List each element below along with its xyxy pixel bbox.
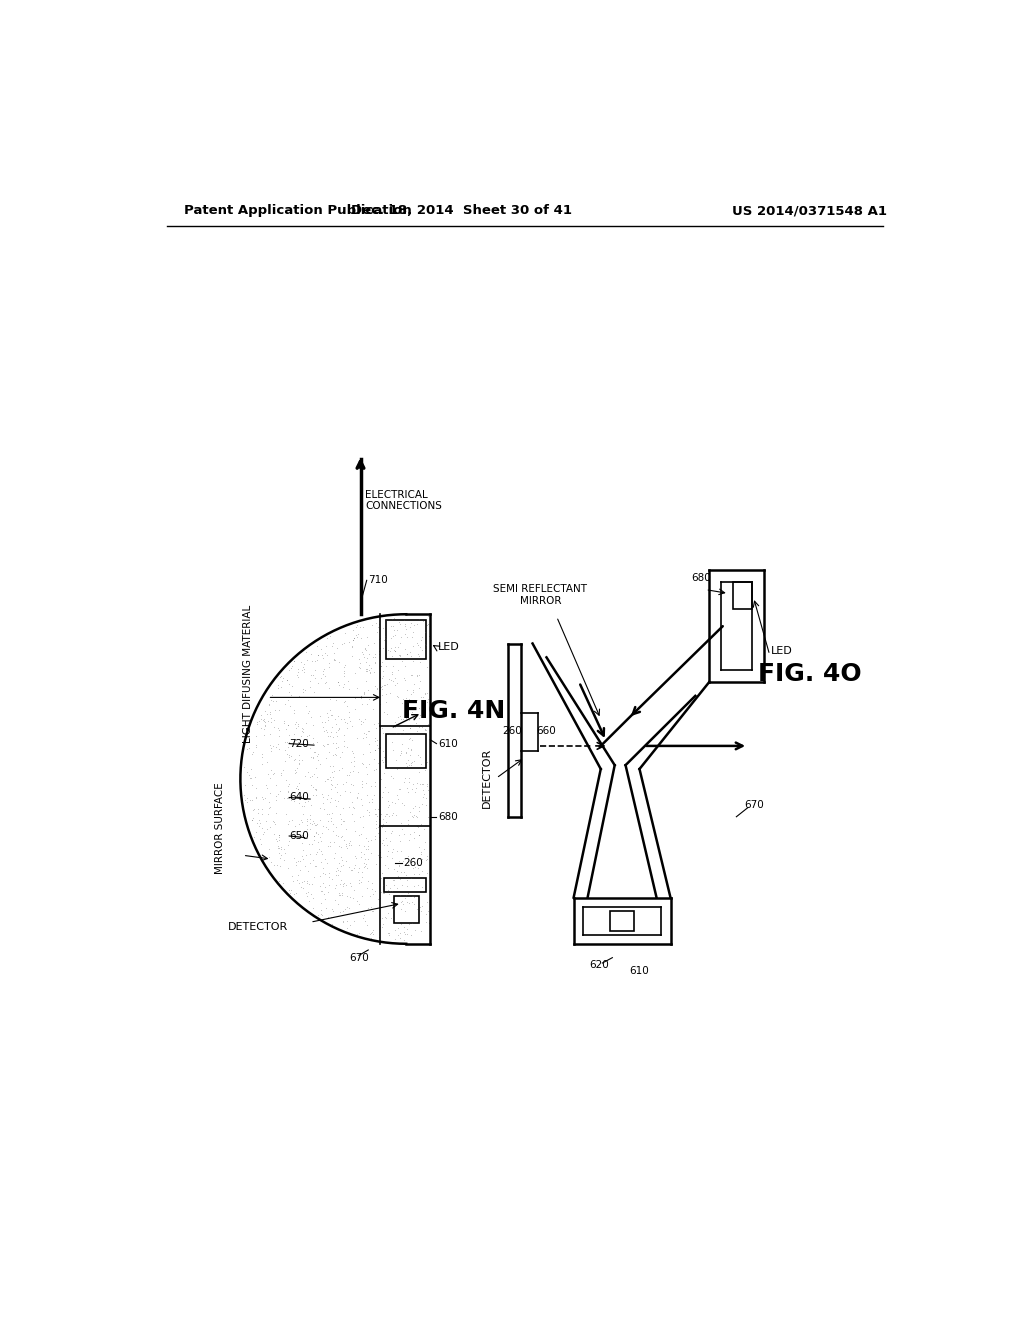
Text: LED: LED bbox=[438, 643, 460, 652]
Text: FIG. 4O: FIG. 4O bbox=[758, 663, 862, 686]
Text: FIG. 4N: FIG. 4N bbox=[401, 700, 505, 723]
Text: 710: 710 bbox=[369, 576, 388, 585]
Text: 670: 670 bbox=[744, 800, 764, 810]
Text: 610: 610 bbox=[438, 739, 458, 748]
Text: ELECTRICAL
CONNECTIONS: ELECTRICAL CONNECTIONS bbox=[366, 490, 442, 511]
Text: 260: 260 bbox=[502, 726, 521, 735]
Text: Patent Application Publication: Patent Application Publication bbox=[183, 205, 412, 218]
Text: 660: 660 bbox=[537, 726, 556, 735]
Bar bbox=[386, 734, 426, 768]
Text: 650: 650 bbox=[289, 832, 309, 841]
Text: SEMI REFLECTANT
MIRROR: SEMI REFLECTANT MIRROR bbox=[494, 585, 588, 606]
Text: 680: 680 bbox=[438, 812, 458, 822]
Text: Dec. 18, 2014  Sheet 30 of 41: Dec. 18, 2014 Sheet 30 of 41 bbox=[351, 205, 571, 218]
Text: LIGHT DIFUSING MATERIAL: LIGHT DIFUSING MATERIAL bbox=[243, 605, 253, 743]
Bar bbox=[386, 620, 426, 659]
Text: DETECTOR: DETECTOR bbox=[228, 921, 289, 932]
Text: 610: 610 bbox=[630, 966, 649, 975]
Text: US 2014/0371548 A1: US 2014/0371548 A1 bbox=[732, 205, 888, 218]
Text: 640: 640 bbox=[289, 792, 309, 803]
Text: 680: 680 bbox=[691, 573, 712, 583]
Text: LED: LED bbox=[771, 647, 793, 656]
Bar bbox=[610, 911, 634, 931]
Bar bbox=[394, 896, 419, 923]
Text: 720: 720 bbox=[289, 739, 309, 748]
Text: 260: 260 bbox=[403, 858, 423, 869]
Text: 620: 620 bbox=[590, 961, 609, 970]
Text: MIRROR SURFACE: MIRROR SURFACE bbox=[215, 783, 225, 874]
Bar bbox=[732, 582, 752, 609]
Bar bbox=[384, 878, 426, 892]
Text: DETECTOR: DETECTOR bbox=[482, 748, 492, 808]
Text: 670: 670 bbox=[349, 953, 369, 962]
